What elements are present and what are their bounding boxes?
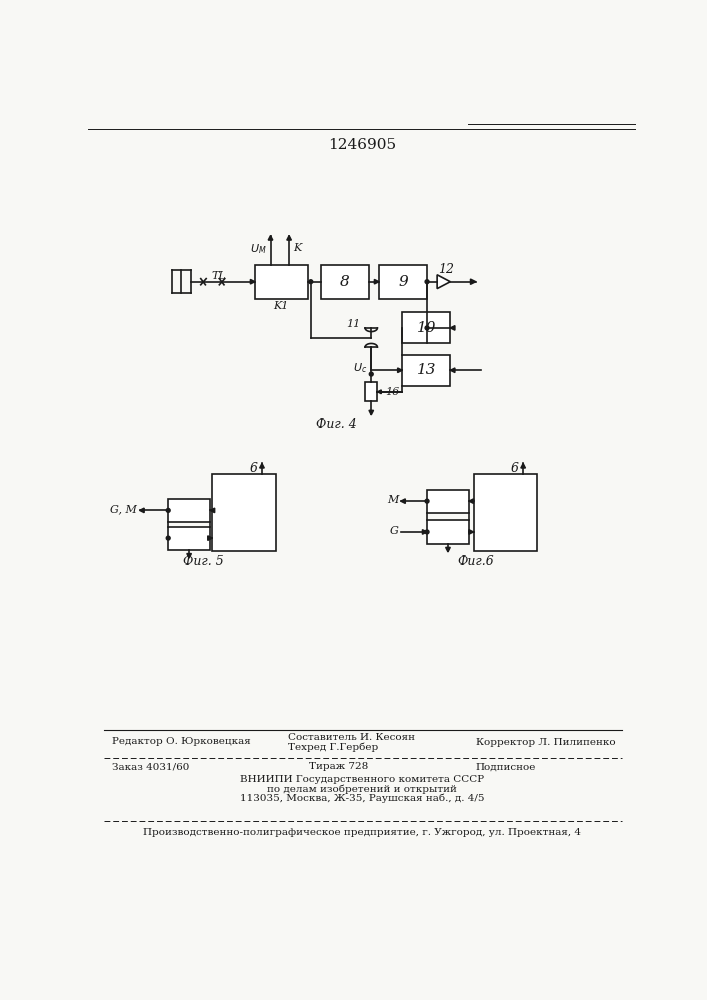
Polygon shape <box>445 547 450 552</box>
Bar <box>255 265 308 299</box>
Polygon shape <box>450 326 455 330</box>
Text: 16: 16 <box>385 387 399 397</box>
Text: Фиг.6: Фиг.6 <box>457 555 494 568</box>
Text: Заказ 4031/60: Заказ 4031/60 <box>112 762 189 771</box>
Circle shape <box>166 508 170 512</box>
Polygon shape <box>397 368 402 373</box>
Bar <box>474 474 537 551</box>
Bar <box>321 265 369 299</box>
Circle shape <box>425 326 429 330</box>
Text: 113035, Москва, Ж-35, Раушская наб., д. 4/5: 113035, Москва, Ж-35, Раушская наб., д. … <box>240 794 484 803</box>
Text: Корректор Л. Пилипенко: Корректор Л. Пилипенко <box>476 738 616 747</box>
Polygon shape <box>374 279 379 284</box>
Text: Производственно-полиграфическое предприятие, г. Ужгород, ул. Проектная, 4: Производственно-полиграфическое предприя… <box>143 828 581 837</box>
Polygon shape <box>210 508 215 513</box>
Text: 12: 12 <box>438 263 455 276</box>
Polygon shape <box>469 530 474 534</box>
Polygon shape <box>422 530 427 534</box>
Circle shape <box>369 372 373 376</box>
Text: Составитель И. Кесоян: Составитель И. Кесоян <box>288 733 415 742</box>
Text: Фиг. 4: Фиг. 4 <box>316 418 357 431</box>
Polygon shape <box>208 536 212 540</box>
Circle shape <box>425 280 429 284</box>
Polygon shape <box>450 368 455 373</box>
Text: Техред Г.Гербер: Техред Г.Гербер <box>288 742 378 752</box>
Text: TL: TL <box>211 271 226 281</box>
Polygon shape <box>250 279 255 284</box>
Bar <box>379 265 427 299</box>
Text: Подписное: Подписное <box>476 762 536 771</box>
Circle shape <box>166 536 170 540</box>
Text: ВНИИПИ Государственного комитета СССР: ВНИИПИ Государственного комитета СССР <box>240 775 484 784</box>
Text: Фиг. 5: Фиг. 5 <box>182 555 223 568</box>
Text: 13: 13 <box>416 363 436 377</box>
Polygon shape <box>521 463 525 468</box>
Text: 10: 10 <box>416 321 436 335</box>
Polygon shape <box>378 390 381 394</box>
Polygon shape <box>470 279 476 284</box>
Text: Редактор О. Юрковецкая: Редактор О. Юрковецкая <box>112 737 250 746</box>
Polygon shape <box>401 499 405 503</box>
Text: 6: 6 <box>510 462 519 475</box>
Bar <box>168 527 210 550</box>
Text: $U_c$: $U_c$ <box>353 361 368 375</box>
Text: 1246905: 1246905 <box>328 138 396 152</box>
Bar <box>168 499 210 522</box>
Text: $U_M$: $U_M$ <box>250 242 267 256</box>
Text: 8: 8 <box>340 275 350 289</box>
Text: по делам изобретений и открытий: по делам изобретений и открытий <box>267 784 457 794</box>
Text: Тираж 728: Тираж 728 <box>309 762 368 771</box>
Text: M: M <box>387 495 398 505</box>
Polygon shape <box>139 508 144 513</box>
Bar <box>212 474 276 551</box>
Text: 11: 11 <box>346 319 361 329</box>
Polygon shape <box>268 235 273 240</box>
Bar <box>427 490 469 513</box>
Polygon shape <box>437 275 450 289</box>
Text: G: G <box>390 526 398 536</box>
Circle shape <box>425 530 429 534</box>
Circle shape <box>425 499 429 503</box>
Bar <box>427 520 469 544</box>
Polygon shape <box>369 410 373 415</box>
Polygon shape <box>469 499 474 503</box>
Circle shape <box>309 280 312 284</box>
Bar <box>402 355 450 386</box>
Text: 9: 9 <box>398 275 408 289</box>
Text: 6: 6 <box>250 462 257 475</box>
Polygon shape <box>287 235 291 240</box>
Bar <box>402 312 450 343</box>
Bar <box>365 382 378 401</box>
Text: K1: K1 <box>274 301 289 311</box>
Text: G, M: G, M <box>110 505 137 515</box>
Polygon shape <box>187 554 192 558</box>
Polygon shape <box>259 463 264 468</box>
Text: K: K <box>293 243 301 253</box>
